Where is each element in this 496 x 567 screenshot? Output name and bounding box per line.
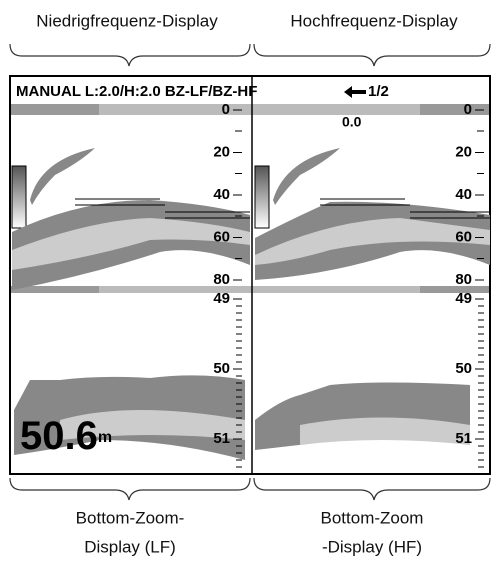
scale-label: 51 <box>213 430 230 447</box>
scale-label: 80 <box>213 271 230 288</box>
top-label: Niedrigfrequenz-Display <box>36 11 218 30</box>
scale-label: 0 <box>222 101 230 118</box>
offset: 0.0 <box>342 114 362 130</box>
scale-label: 80 <box>455 271 472 288</box>
bottom-label: -Display (HF) <box>322 537 422 556</box>
scale-label: 20 <box>455 143 472 160</box>
depth-readout: 50.6m <box>20 414 112 458</box>
screen-header: MANUAL L:2.0/H:2.0 BZ-LF/BZ-HF <box>16 83 257 100</box>
braces <box>9 43 491 501</box>
scale-label: 50 <box>455 360 472 377</box>
top-label: Hochfrequenz-Display <box>290 11 458 30</box>
scale-label: 49 <box>213 290 230 307</box>
scale-label: 50 <box>213 360 230 377</box>
scale-label: 40 <box>213 186 230 203</box>
scale-label: 51 <box>455 430 472 447</box>
bottom-label: Bottom-Zoom <box>321 508 424 527</box>
screen: MANUAL L:2.0/H:2.0 BZ-LF/BZ-HF 1/2 0.0 5… <box>9 75 491 475</box>
scale-label: 60 <box>213 228 230 245</box>
bottom-label: Bottom-Zoom- <box>76 508 185 527</box>
scale-label: 40 <box>455 186 472 203</box>
bottom-label: Display (LF) <box>84 537 176 556</box>
scale-label: 20 <box>213 143 230 160</box>
scale-label: 60 <box>455 228 472 245</box>
scale-label: 0 <box>464 101 472 118</box>
arrow-icon <box>344 86 366 98</box>
page-indicator: 1/2 <box>368 83 389 100</box>
scale-label: 49 <box>455 290 472 307</box>
